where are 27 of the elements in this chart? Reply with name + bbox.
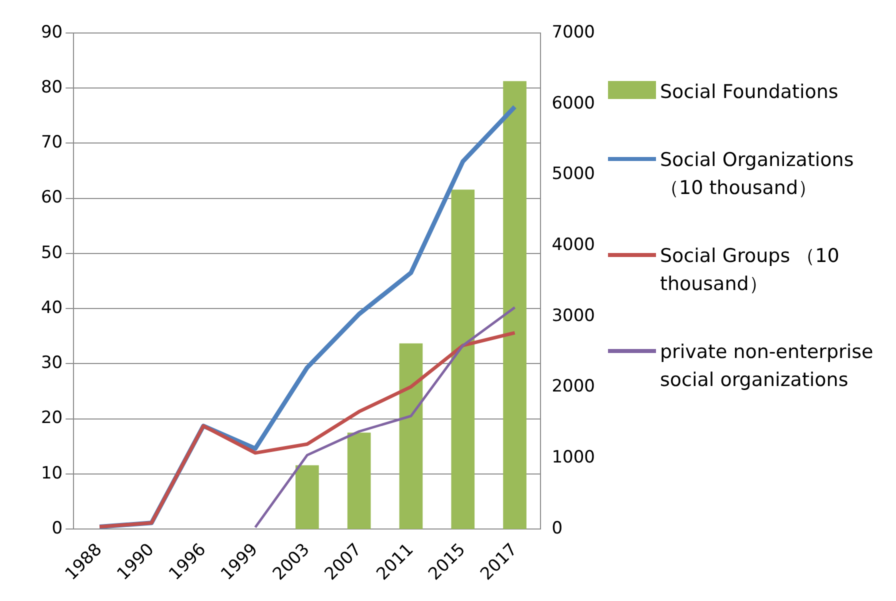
y2-tick-label: 1000 (552, 448, 595, 468)
y-tick-label: 30 (40, 353, 63, 374)
y2-tick-label: 5000 (552, 164, 595, 184)
y2-tick-label: 4000 (552, 234, 595, 255)
bar (296, 465, 319, 529)
y2-tick-label: 2000 (552, 376, 595, 397)
y-tick-label: 90 (40, 22, 63, 42)
legend-label: Social Groups （10 thousand） (660, 244, 840, 297)
y2-tick-label: 6000 (552, 93, 595, 114)
legend-label: private non-enterprise social organizations (660, 340, 874, 393)
legend-label: Social Foundations (660, 80, 838, 105)
y-tick-label: 0 (52, 518, 63, 538)
y-tick-label: 50 (40, 242, 63, 263)
y-tick-label: 20 (40, 408, 63, 428)
y2-tick-label: 7000 (552, 22, 595, 42)
bar (399, 343, 423, 529)
y-tick-label: 80 (40, 78, 63, 98)
y-tick-label: 70 (40, 132, 63, 153)
y2-tick-label: 0 (552, 518, 563, 538)
y2-tick-label: 3000 (552, 306, 595, 326)
y-tick-label: 40 (40, 298, 63, 318)
bar (503, 81, 526, 529)
bar (347, 432, 371, 529)
legend-label: Social Organizations （10 thousand） (660, 148, 855, 201)
y-tick-label: 60 (40, 188, 63, 208)
bar (451, 190, 475, 529)
y-tick-label: 10 (40, 463, 63, 484)
